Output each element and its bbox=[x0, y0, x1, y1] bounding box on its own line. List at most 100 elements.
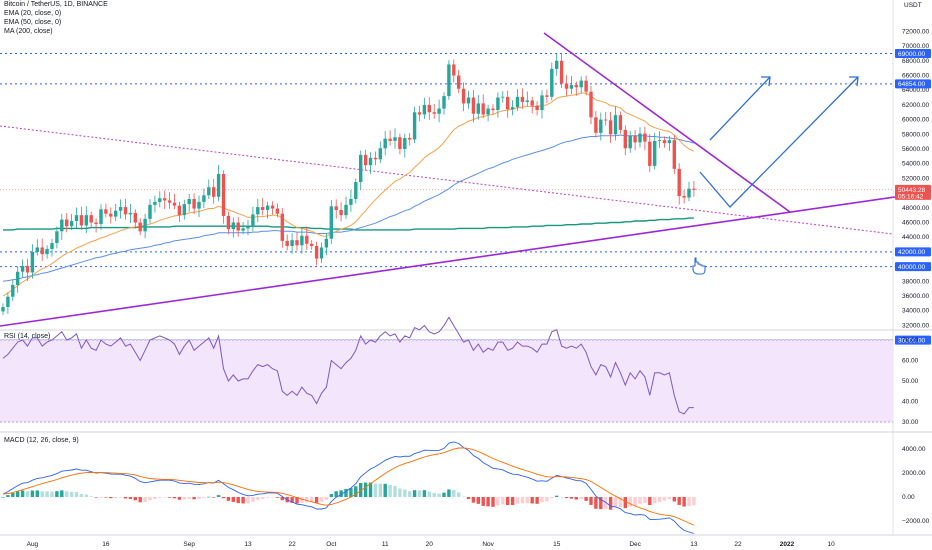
macd-histogram-bar bbox=[520, 497, 525, 504]
candle-body bbox=[403, 137, 407, 149]
macd-histogram-bar bbox=[99, 497, 103, 498]
macd-histogram-bar bbox=[114, 497, 118, 499]
ma200-line bbox=[3, 217, 694, 231]
price-tick-label: 72000.00 bbox=[902, 28, 929, 35]
last-price-label: 50443.28 bbox=[898, 187, 925, 194]
candle-body bbox=[476, 103, 480, 114]
candle-body bbox=[275, 208, 280, 214]
macd-histogram-bar bbox=[687, 497, 691, 506]
macd-histogram-bar bbox=[314, 497, 319, 503]
price-tick-label: 54000.00 bbox=[902, 161, 929, 168]
candle-body bbox=[143, 218, 147, 232]
candle-body bbox=[373, 157, 378, 160]
macd-histogram-bar bbox=[559, 496, 564, 498]
price-tick-label: 58000.00 bbox=[902, 131, 929, 138]
candle-body bbox=[545, 95, 549, 97]
macd-histogram-bar bbox=[359, 482, 363, 497]
projection-path bbox=[699, 76, 859, 208]
macd-histogram-bar bbox=[442, 492, 446, 497]
macd-histogram-bar bbox=[212, 497, 216, 498]
candle-body bbox=[525, 100, 529, 102]
macd-histogram-bar bbox=[172, 497, 177, 499]
candle-body bbox=[412, 112, 417, 140]
candle-body bbox=[653, 140, 657, 166]
candle-body bbox=[643, 133, 647, 142]
candle-body bbox=[310, 243, 314, 247]
candle-body bbox=[50, 243, 54, 249]
macd-histogram-bar bbox=[300, 497, 304, 503]
time-axis-label: 16 bbox=[102, 541, 110, 548]
candle-body bbox=[398, 137, 402, 149]
macd-histogram-bar bbox=[383, 483, 387, 497]
candle-body bbox=[667, 140, 672, 144]
price-tick-label: 62000.00 bbox=[902, 102, 929, 109]
macd-histogram-bar bbox=[471, 497, 476, 503]
macd-histogram-bar bbox=[261, 497, 265, 499]
dotted-trendline bbox=[0, 125, 894, 235]
macd-histogram-bar bbox=[638, 497, 642, 504]
candle-body bbox=[290, 240, 294, 247]
macd-histogram-bar bbox=[104, 497, 108, 498]
level-tag-label: 42000.00 bbox=[898, 249, 925, 256]
candle-body bbox=[231, 222, 235, 230]
candle-body bbox=[192, 198, 196, 209]
candle-body bbox=[133, 212, 137, 223]
macd-histogram-bar bbox=[256, 497, 260, 500]
candle-body bbox=[589, 91, 593, 118]
macd-histogram-bar bbox=[667, 497, 672, 500]
macd-histogram-bar bbox=[187, 497, 191, 499]
candle-body bbox=[408, 137, 412, 140]
last-price-tag bbox=[895, 184, 931, 200]
macd-histogram-bar bbox=[403, 489, 407, 497]
candle-body bbox=[99, 209, 103, 224]
macd-tick-label: 2000.00 bbox=[902, 470, 926, 477]
projection-arrow bbox=[709, 76, 771, 141]
candle-body bbox=[55, 231, 59, 244]
candle-body bbox=[359, 154, 363, 183]
candle-body bbox=[212, 187, 216, 197]
macd-histogram-bar bbox=[368, 482, 373, 497]
macd-histogram-bar bbox=[128, 497, 133, 499]
candle-body bbox=[261, 207, 265, 211]
macd-histogram-bar bbox=[163, 497, 167, 498]
candle-body bbox=[442, 96, 446, 109]
candle-body bbox=[672, 140, 676, 169]
candle-body bbox=[30, 251, 35, 273]
candle-body bbox=[16, 271, 20, 285]
candle-body bbox=[202, 195, 206, 202]
macd-histogram-bar bbox=[182, 497, 186, 500]
macd-histogram-bar bbox=[133, 497, 137, 501]
candle-body bbox=[618, 115, 623, 130]
macd-histogram-bar bbox=[594, 497, 598, 509]
candle-body bbox=[657, 140, 662, 141]
ema20-legend: EMA (20, close, 0) bbox=[4, 10, 62, 17]
macd-histogram-bar bbox=[530, 497, 534, 504]
candle-body bbox=[25, 265, 30, 273]
macd-histogram-bar bbox=[574, 497, 578, 500]
macd-histogram-bar bbox=[393, 485, 397, 497]
macd-histogram-bar bbox=[535, 497, 539, 504]
macd-histogram-bar bbox=[378, 483, 382, 497]
macd-histogram-bar bbox=[496, 497, 500, 506]
level-tag bbox=[895, 48, 931, 58]
macd-histogram-bar bbox=[295, 497, 299, 504]
macd-histogram-bar bbox=[427, 491, 431, 497]
candle-body bbox=[501, 96, 505, 98]
macd-histogram-bar bbox=[623, 497, 627, 509]
price-tick-label: 44000.00 bbox=[902, 234, 929, 241]
price-tick-label: 52000.00 bbox=[902, 175, 929, 182]
candle-body bbox=[354, 182, 358, 199]
candle-body bbox=[638, 133, 642, 143]
macd-histogram-bar bbox=[457, 492, 461, 497]
ma200-legend: MA (200, close) bbox=[4, 28, 53, 35]
macd-histogram-bar bbox=[501, 497, 505, 505]
candle-body bbox=[461, 88, 466, 104]
candle-body bbox=[236, 222, 240, 231]
rising-support-trendline bbox=[0, 196, 896, 327]
macd-histogram-bar bbox=[466, 497, 471, 500]
candle-body bbox=[550, 68, 554, 97]
macd-histogram-bar bbox=[207, 496, 211, 498]
macd-histogram-bar bbox=[672, 497, 676, 502]
candle-body bbox=[599, 119, 603, 133]
